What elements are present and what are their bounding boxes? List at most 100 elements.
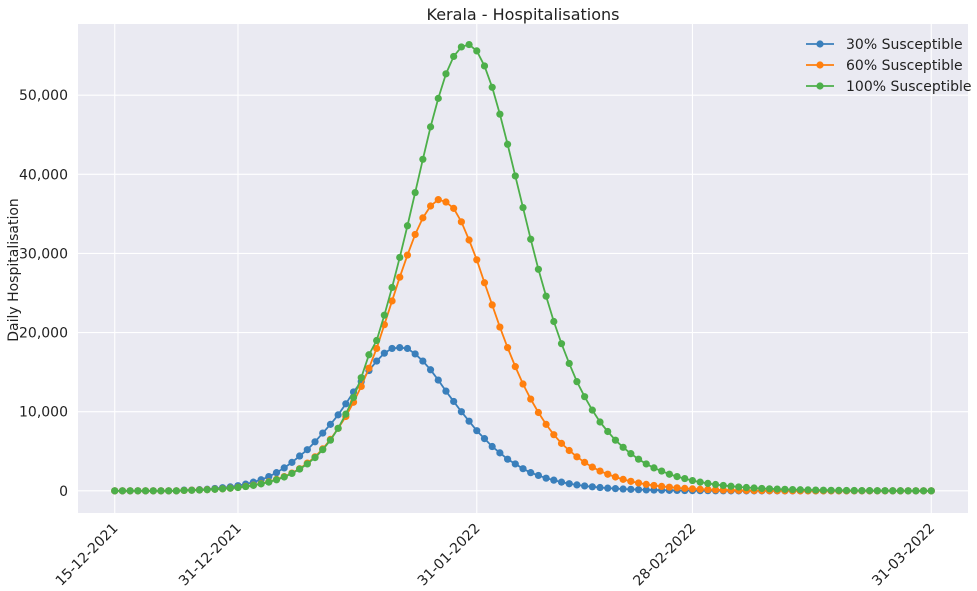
data-point [611, 473, 620, 481]
data-point [696, 485, 704, 493]
data-point [742, 483, 750, 492]
legend-label: 60% Susceptible [846, 58, 963, 74]
data-point [588, 406, 596, 414]
data-point [658, 467, 666, 475]
data-point [627, 450, 635, 458]
data-point [473, 256, 481, 264]
data-point [704, 479, 712, 488]
data-point [796, 486, 804, 494]
data-point [557, 340, 566, 348]
data-point [681, 484, 689, 492]
data-point [141, 487, 150, 495]
data-point [534, 408, 543, 417]
data-point [789, 485, 797, 494]
data-point [442, 70, 450, 78]
data-point [165, 487, 173, 495]
data-point [403, 222, 412, 230]
data-point [519, 465, 527, 473]
y-tick-label: 0 [59, 484, 68, 500]
data-point [465, 236, 473, 244]
data-point [473, 47, 481, 55]
data-point [634, 486, 643, 494]
y-tick-label: 50,000 [19, 88, 68, 104]
data-point [172, 487, 180, 495]
data-point [249, 481, 257, 489]
data-point [218, 485, 227, 493]
data-point [488, 301, 496, 309]
data-point [388, 297, 396, 305]
grid-lines [78, 24, 968, 513]
data-point [819, 486, 828, 494]
data-point [858, 487, 866, 495]
data-point [634, 455, 643, 463]
data-point [195, 486, 204, 494]
data-point [419, 357, 427, 365]
data-point [496, 110, 504, 118]
legend-label: 30% Susceptible [846, 37, 963, 53]
data-point [403, 251, 412, 259]
data-point [457, 218, 465, 226]
data-point [442, 198, 450, 206]
data-point [365, 364, 373, 372]
data-point [473, 427, 481, 435]
data-point [773, 485, 781, 493]
data-point [457, 43, 465, 51]
data-point [581, 482, 589, 490]
data-point [426, 366, 435, 374]
data-point [411, 230, 419, 239]
data-point [534, 471, 543, 480]
data-point [334, 411, 342, 419]
data-point [288, 458, 296, 466]
data-point [226, 484, 234, 492]
data-point [596, 467, 604, 475]
data-point [503, 344, 512, 352]
plot-area [78, 24, 968, 513]
data-point [272, 476, 281, 484]
data-point [835, 486, 843, 494]
data-point [619, 443, 627, 451]
data-point [727, 482, 735, 490]
data-point [450, 204, 458, 212]
data-point [242, 482, 250, 491]
data-point [696, 478, 704, 486]
data-point [296, 465, 304, 473]
legend-entry: 30% Susceptible [806, 37, 963, 53]
data-point [642, 460, 650, 468]
data-point [118, 487, 127, 495]
data-point [565, 446, 573, 455]
data-point [342, 410, 350, 418]
data-point [280, 464, 288, 472]
data-point [889, 487, 897, 495]
data-point [450, 52, 458, 61]
data-point [866, 487, 874, 495]
legend-entry: 60% Susceptible [806, 58, 963, 74]
data-point [919, 487, 928, 495]
data-point [542, 420, 550, 428]
data-point [503, 455, 512, 463]
legend-label: 100% Susceptible [846, 79, 972, 95]
data-point [781, 485, 789, 493]
data-point [503, 140, 512, 148]
data-point [681, 474, 689, 483]
data-point [542, 474, 550, 482]
data-point [611, 485, 620, 493]
data-point [334, 424, 342, 432]
data-point [296, 452, 304, 460]
data-point [373, 357, 381, 365]
data-point [380, 349, 388, 357]
data-point [488, 442, 496, 451]
data-point [650, 464, 658, 472]
data-point [488, 83, 496, 91]
data-point [234, 483, 242, 492]
data-point [650, 481, 658, 490]
data-point [873, 487, 881, 495]
data-point [419, 155, 427, 163]
data-point [850, 486, 858, 495]
data-point [311, 454, 319, 462]
data-point [588, 463, 596, 471]
legend-marker [816, 40, 824, 48]
data-point [257, 480, 265, 488]
data-point [288, 469, 296, 478]
data-point [842, 486, 851, 495]
